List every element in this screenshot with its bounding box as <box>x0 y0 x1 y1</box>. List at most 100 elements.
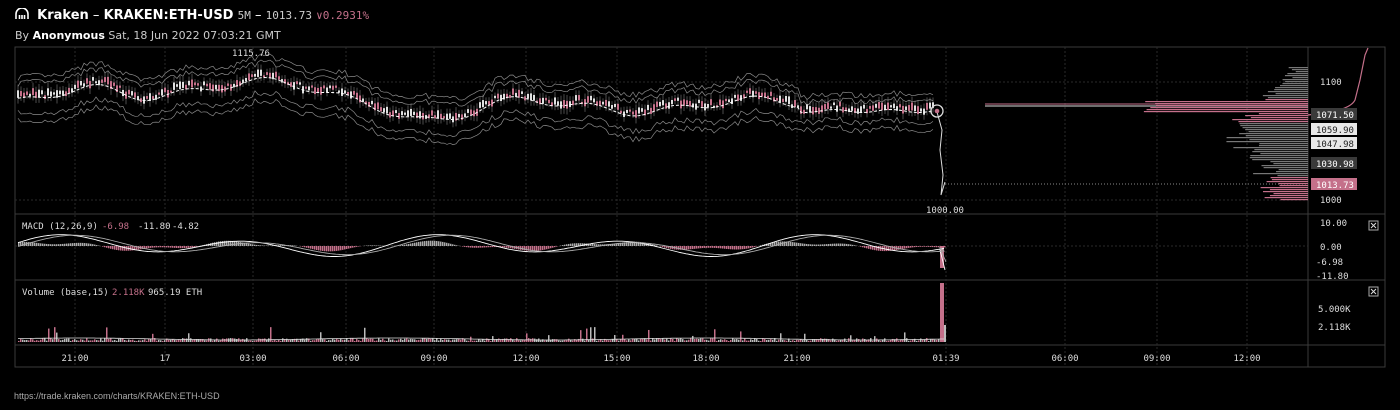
macd-bar <box>442 241 444 246</box>
candle-body <box>35 91 37 98</box>
macd-bar <box>540 246 542 251</box>
macd-bar <box>656 245 658 246</box>
volume-bar <box>840 340 842 342</box>
macd-bar <box>900 246 902 250</box>
volume-bar <box>132 339 134 342</box>
volume-bar <box>78 340 80 342</box>
macd-bar <box>622 242 624 246</box>
macd-bar <box>272 245 274 246</box>
volume-bar <box>502 338 504 342</box>
candle-body <box>764 92 766 98</box>
volume-bar <box>690 338 692 342</box>
candle-body <box>248 73 250 81</box>
macd-bar <box>636 241 638 246</box>
macd-axis-tick-neg11: -11.80 <box>1316 272 1349 282</box>
macd-bar <box>102 246 104 247</box>
volume-bar <box>296 338 298 342</box>
volume-bar <box>676 338 678 342</box>
volume-bar <box>520 340 522 342</box>
volume-bar <box>170 339 172 342</box>
chart-canvas[interactable]: 1115.76 1000.00 1100 1000 1071.50 1059.9… <box>0 0 1400 390</box>
volume-bar <box>852 340 854 342</box>
depth-bar <box>1261 165 1308 167</box>
candle-body <box>431 110 433 116</box>
macd-bar <box>652 244 654 246</box>
candle-body <box>839 101 841 107</box>
candle-body <box>692 103 694 108</box>
macd-bar <box>554 246 556 248</box>
volume-bar <box>380 339 382 342</box>
macd-bar <box>902 246 904 249</box>
macd-bar <box>926 246 928 247</box>
volume-bar <box>408 339 410 342</box>
macd-bar <box>308 246 310 249</box>
volume-bar <box>842 339 844 342</box>
macd-bar <box>936 246 938 248</box>
macd-bar <box>170 246 172 248</box>
price-tag-1047: 1047.98 <box>1311 137 1357 150</box>
candle-body <box>374 103 376 111</box>
candle-body <box>227 83 229 86</box>
macd-bar <box>316 246 318 251</box>
volume-bar <box>618 340 620 342</box>
macd-bar <box>136 246 138 250</box>
depth-bar <box>1275 93 1308 95</box>
candle-body <box>833 102 835 106</box>
volume-bar <box>46 340 48 342</box>
volume-bar <box>578 338 580 342</box>
macd-bar <box>328 246 330 252</box>
volume-bar <box>598 340 600 342</box>
volume-bar <box>586 328 588 342</box>
candle-body <box>203 81 205 86</box>
time-axis-label: 18:00 <box>692 354 719 364</box>
candle-body <box>107 76 109 85</box>
candle-body <box>926 102 928 110</box>
volume-bar <box>142 340 144 342</box>
depth-bar <box>1254 149 1308 151</box>
volume-bar <box>490 340 492 342</box>
macd-bar <box>82 242 84 246</box>
macd-bar <box>786 241 788 246</box>
macd-bar <box>874 246 876 251</box>
macd-bar <box>290 245 292 246</box>
macd-bar <box>188 246 190 248</box>
volume-bar <box>370 338 372 342</box>
candle-body <box>161 89 163 96</box>
macd-bar <box>794 242 796 246</box>
volume-bar <box>888 340 890 342</box>
candle-body <box>650 107 652 114</box>
volume-bar <box>212 340 214 342</box>
candle-body <box>620 110 622 114</box>
volume-bar <box>934 339 936 342</box>
volume-bar <box>646 339 648 342</box>
volume-bar <box>330 340 332 342</box>
volume-bar <box>850 335 852 342</box>
volume-bar <box>468 340 470 342</box>
footer-url[interactable]: https://trade.kraken.com/charts/KRAKEN:E… <box>14 391 220 401</box>
volume-bar <box>60 340 62 342</box>
price-change: ∨0.2931% <box>316 9 370 22</box>
macd-bar <box>344 246 346 250</box>
macd-bar <box>500 246 502 248</box>
macd-bar <box>506 246 508 248</box>
macd-bar <box>28 242 30 246</box>
volume-bar <box>42 338 44 342</box>
current-candle-marker[interactable] <box>930 104 944 118</box>
moving-average-line <box>17 76 934 120</box>
by-prefix: By <box>15 29 30 42</box>
macd-bar <box>164 246 166 248</box>
candle-body <box>539 98 541 105</box>
macd-bar <box>812 244 814 246</box>
volume-close-icon[interactable] <box>1368 286 1379 297</box>
volume-bar <box>174 339 176 342</box>
volume-bar <box>368 338 370 342</box>
volume-bar <box>108 338 110 342</box>
macd-bar <box>626 242 628 246</box>
macd-bar <box>620 242 622 246</box>
candle-body <box>611 105 613 109</box>
macd-bar <box>800 243 802 246</box>
volume-bar <box>904 332 906 342</box>
macd-close-icon[interactable] <box>1368 220 1379 231</box>
macd-bar <box>138 246 140 250</box>
macd-bar <box>906 246 908 249</box>
